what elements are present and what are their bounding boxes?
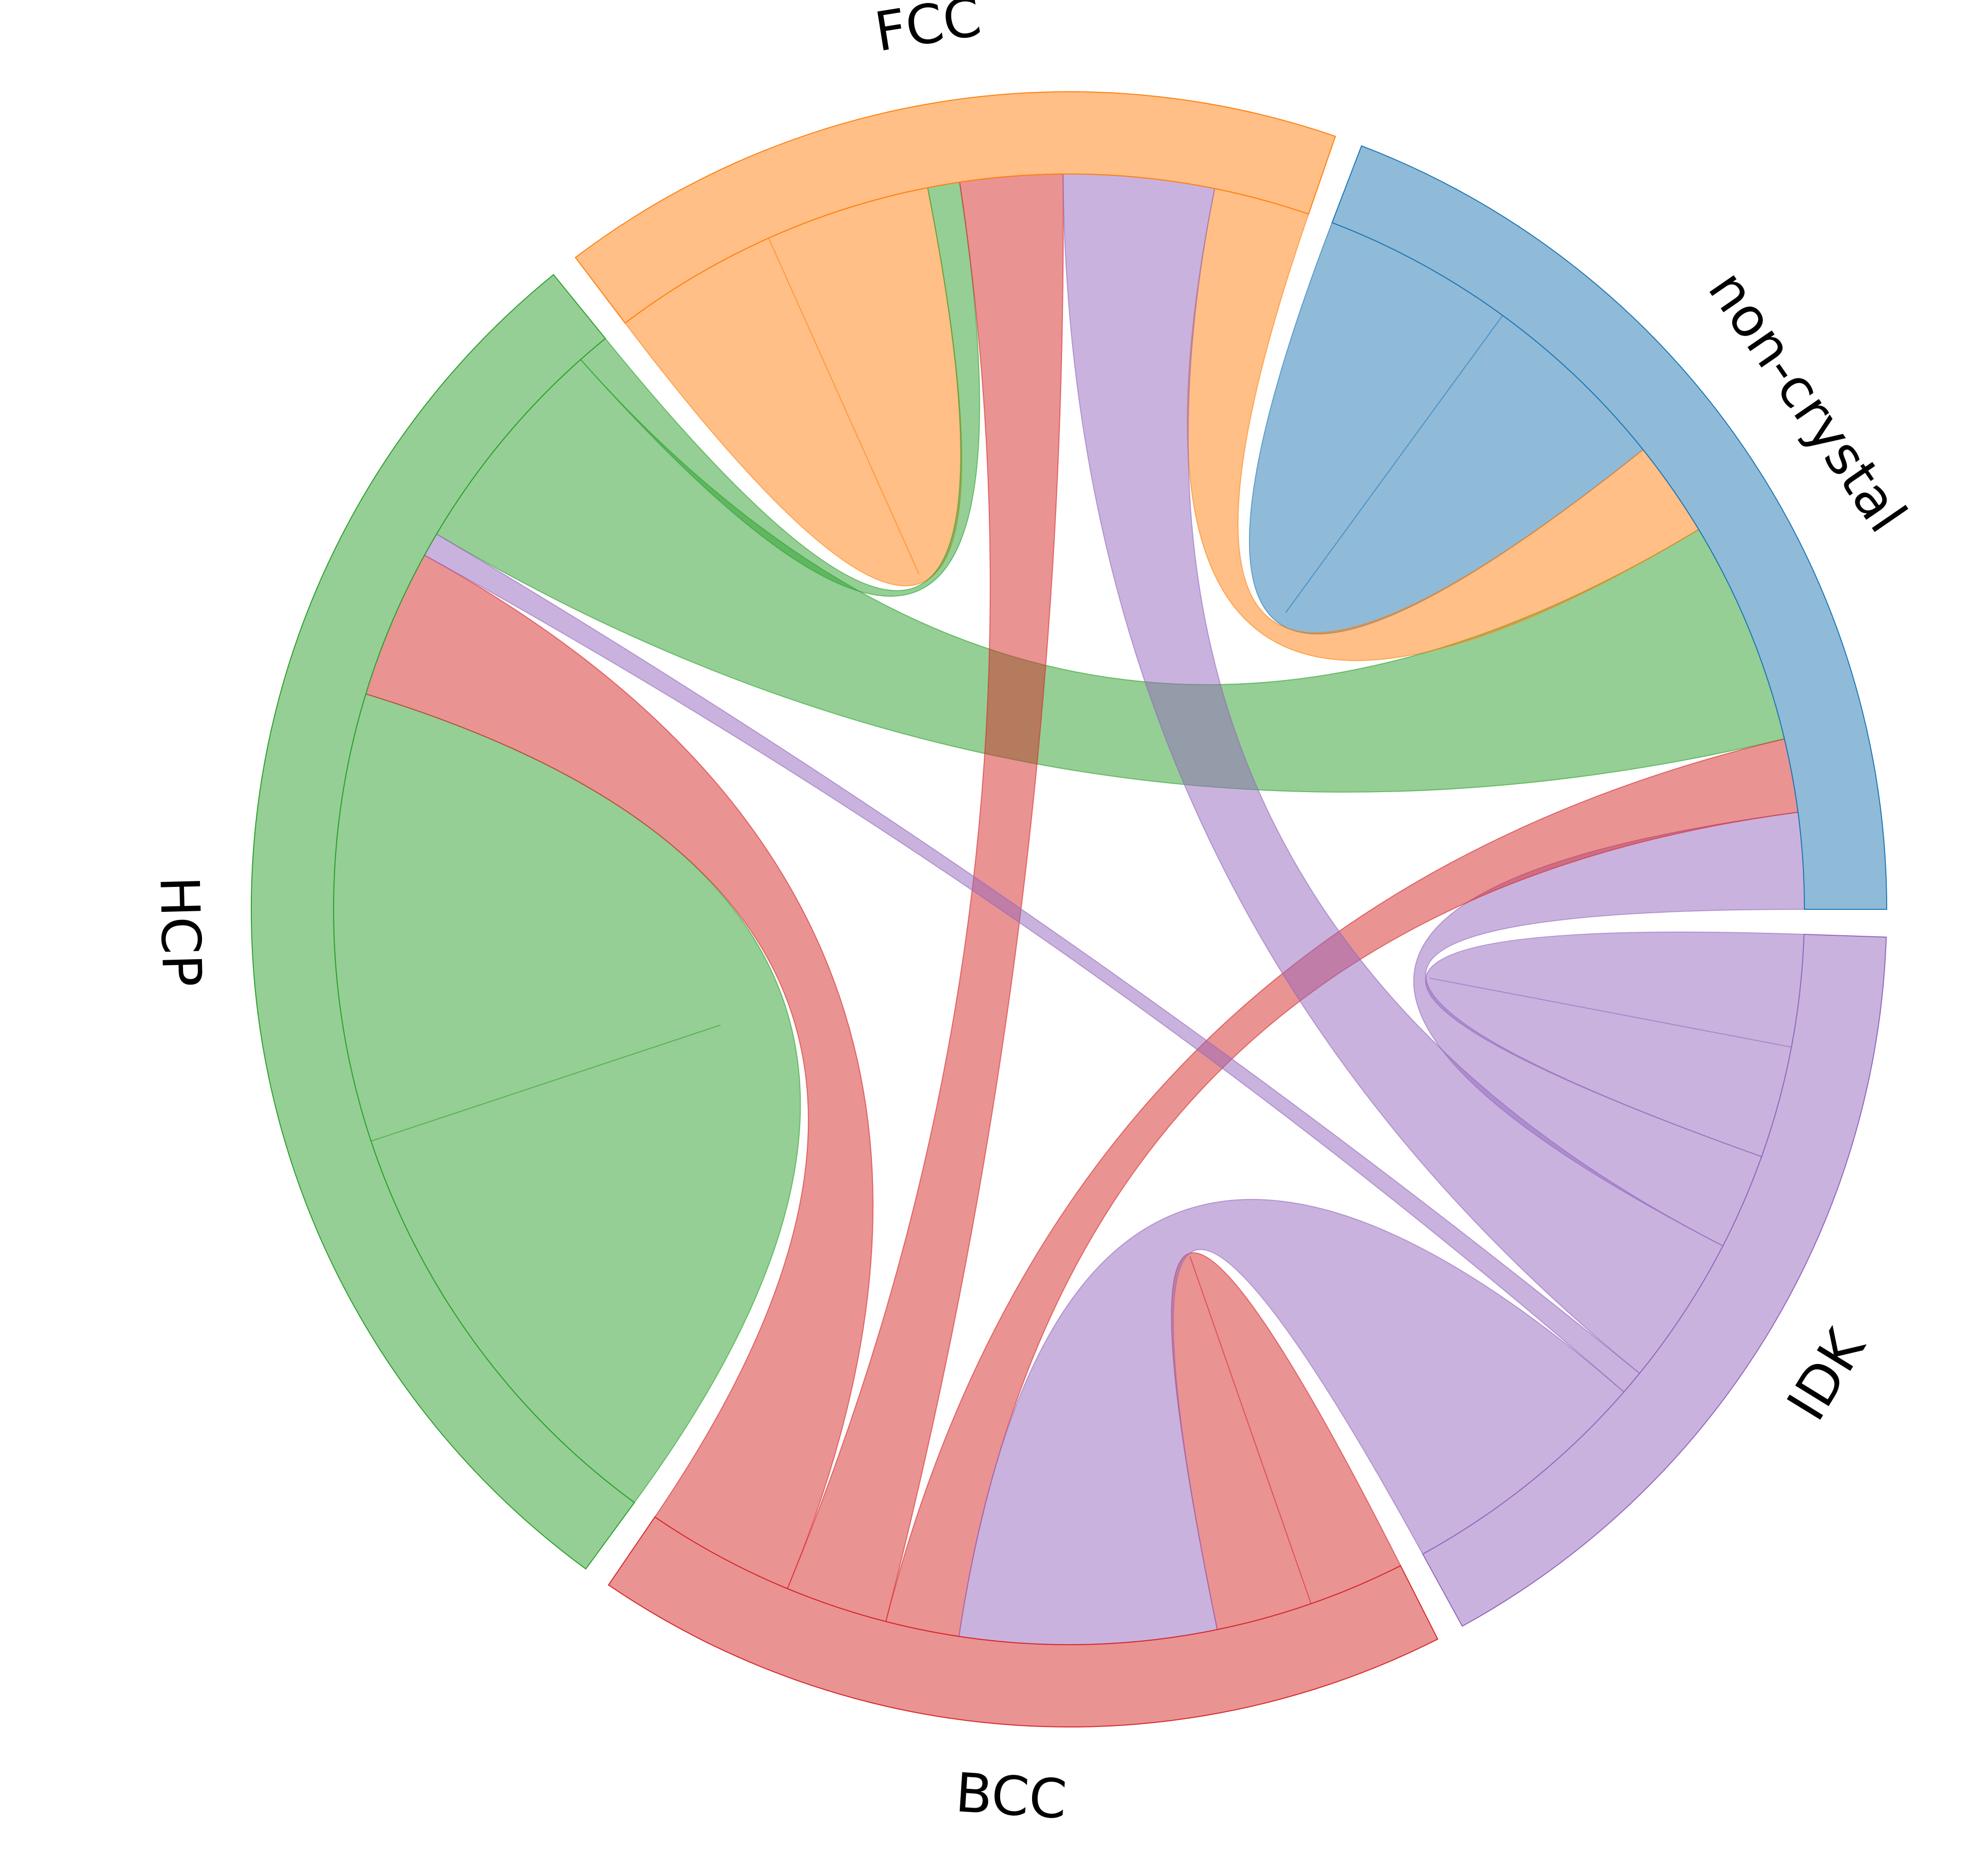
- label-IDK: IDK: [1776, 1318, 1878, 1431]
- arc-non-crystal: [1331, 145, 1888, 910]
- chord-ribbons: [333, 173, 1805, 1645]
- arc-HCP: [251, 274, 635, 1570]
- label-BCC: BCC: [953, 1762, 1069, 1831]
- arc-BCC: [608, 1516, 1438, 1727]
- arc-FCC: [574, 91, 1336, 324]
- label-HCP: HCP: [148, 875, 212, 988]
- arc-IDK: [1422, 934, 1887, 1627]
- chord-outer-arcs: [251, 91, 1888, 1727]
- label-FCC: FCC: [871, 0, 985, 64]
